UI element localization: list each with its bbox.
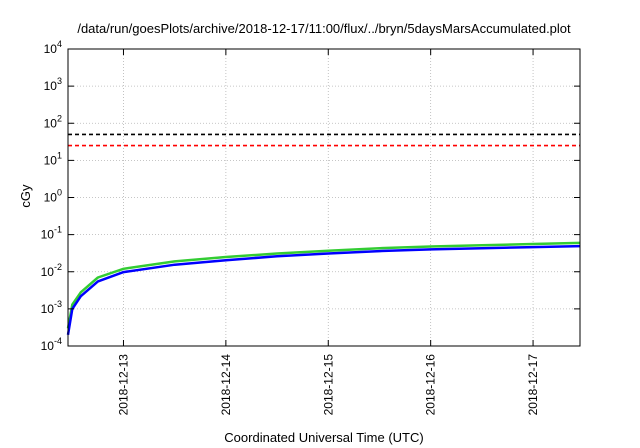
y-tick-label: 10-4: [41, 336, 62, 353]
x-tick-label: 2018-12-16: [424, 354, 438, 416]
x-axis-ticks: 2018-12-13 2018-12-14 2018-12-15 2018-12-16…: [116, 49, 540, 415]
x-tick-label: 2018-12-14: [219, 354, 233, 416]
y-tick-label: 103: [44, 76, 62, 93]
y-tick-label: 102: [44, 113, 62, 130]
grid: [68, 49, 580, 346]
y-axis-label: cGy: [18, 184, 33, 208]
x-tick-label: 2018-12-13: [116, 354, 130, 416]
x-axis-label: Coordinated Universal Time (UTC): [224, 430, 423, 445]
y-tick-label: 10-3: [41, 299, 62, 316]
y-tick-label: 101: [44, 150, 62, 167]
series-layer: [66, 241, 581, 336]
reference-lines: [68, 133, 580, 147]
x-tick-label: 2018-12-17: [526, 354, 540, 416]
y-axis-ticks: 10-4 10-3 10-2 10-1 100 101 102 103 104: [41, 39, 580, 353]
series-line: [66, 241, 581, 329]
y-tick-label: 10-2: [41, 262, 62, 279]
y-tick-label: 100: [44, 188, 62, 205]
x-tick-label: 2018-12-15: [321, 354, 335, 416]
chart-title: /data/run/goesPlots/archive/2018-12-17/1…: [77, 21, 571, 36]
series-line: [66, 244, 581, 336]
y-tick-label: 104: [44, 39, 62, 56]
y-tick-label: 10-1: [41, 225, 62, 242]
